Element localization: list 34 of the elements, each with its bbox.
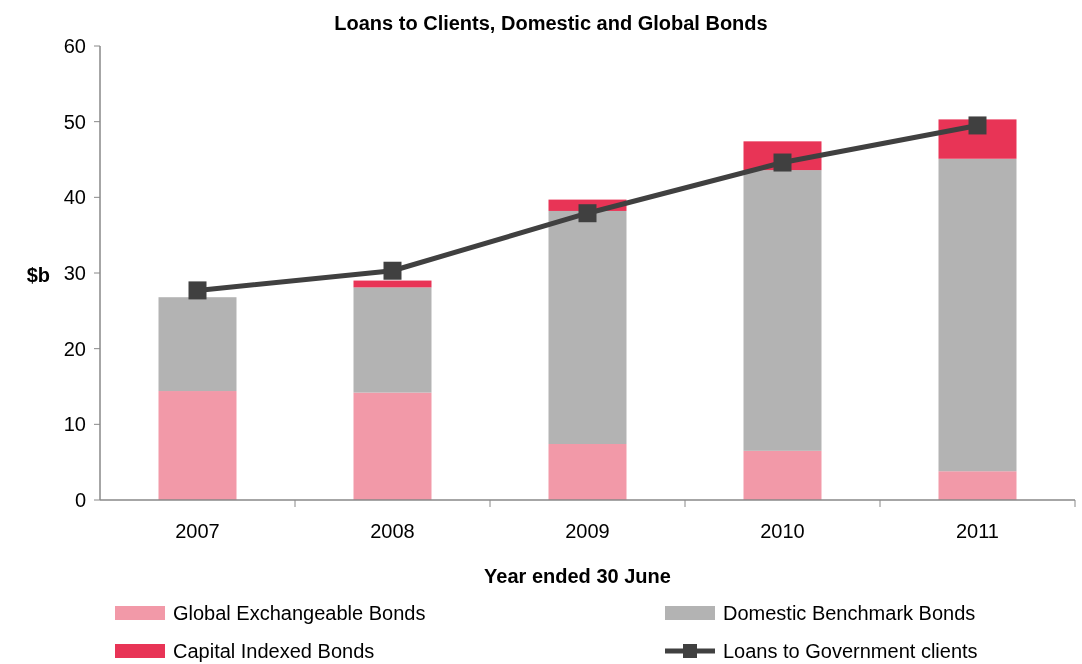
legend-label: Capital Indexed Bonds xyxy=(173,640,375,662)
x-tick-label: 2011 xyxy=(955,520,1000,542)
bar xyxy=(548,210,627,445)
y-tick-label: 60 xyxy=(63,35,86,57)
bar xyxy=(158,297,237,392)
chart-title: Loans to Clients, Domestic and Global Bonds xyxy=(334,12,768,34)
bar xyxy=(353,287,432,393)
bar xyxy=(743,450,822,500)
y-tick-label: 30 xyxy=(63,262,86,284)
point xyxy=(383,261,402,280)
legend-label: Global Exchangeable Bonds xyxy=(173,602,426,624)
x-tick-label: 2010 xyxy=(760,520,805,542)
bar xyxy=(743,170,822,451)
point xyxy=(188,281,207,300)
legend-label: Domestic Benchmark Bonds xyxy=(723,602,976,624)
point xyxy=(578,204,597,223)
bar xyxy=(938,471,1017,500)
y-tick-label: 20 xyxy=(63,337,86,360)
y-tick-label: 40 xyxy=(63,186,86,209)
y-axis-title: $b xyxy=(26,264,50,286)
point xyxy=(968,116,987,135)
x-tick-label: 2008 xyxy=(370,520,415,542)
y-tick-label: 0 xyxy=(74,489,86,511)
y-tick-label: 50 xyxy=(63,110,86,133)
legend-label: Loans to Government clients xyxy=(723,640,978,662)
x-axis-title: Year ended 30 June xyxy=(484,565,671,587)
x-tick-label: 2009 xyxy=(565,520,610,542)
bar xyxy=(548,444,627,500)
y-tick-label: 10 xyxy=(63,413,86,436)
x-tick-label: 2007 xyxy=(175,520,220,542)
bar xyxy=(938,158,1017,472)
bar xyxy=(158,391,237,500)
bar xyxy=(353,392,432,500)
point xyxy=(773,153,792,172)
